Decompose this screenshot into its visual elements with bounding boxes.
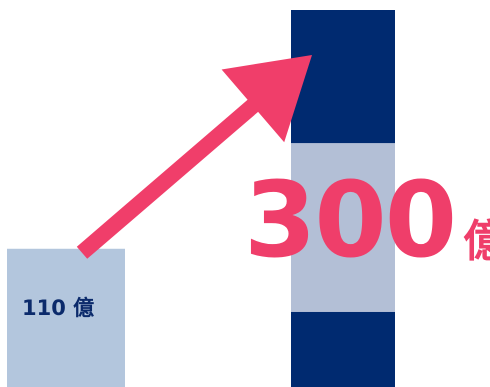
data-label-value: 300 [244, 159, 457, 281]
arrow-up-right-icon [76, 55, 312, 259]
data-label-300: 300 億 [244, 168, 490, 272]
bar-small [7, 248, 125, 387]
bar-large-highlight-band [291, 143, 395, 312]
data-label-unit: 億 [463, 216, 490, 267]
data-label-value: 110 [22, 296, 66, 320]
data-label-110: 110 億 [22, 292, 94, 322]
data-label-unit: 億 [73, 296, 95, 320]
